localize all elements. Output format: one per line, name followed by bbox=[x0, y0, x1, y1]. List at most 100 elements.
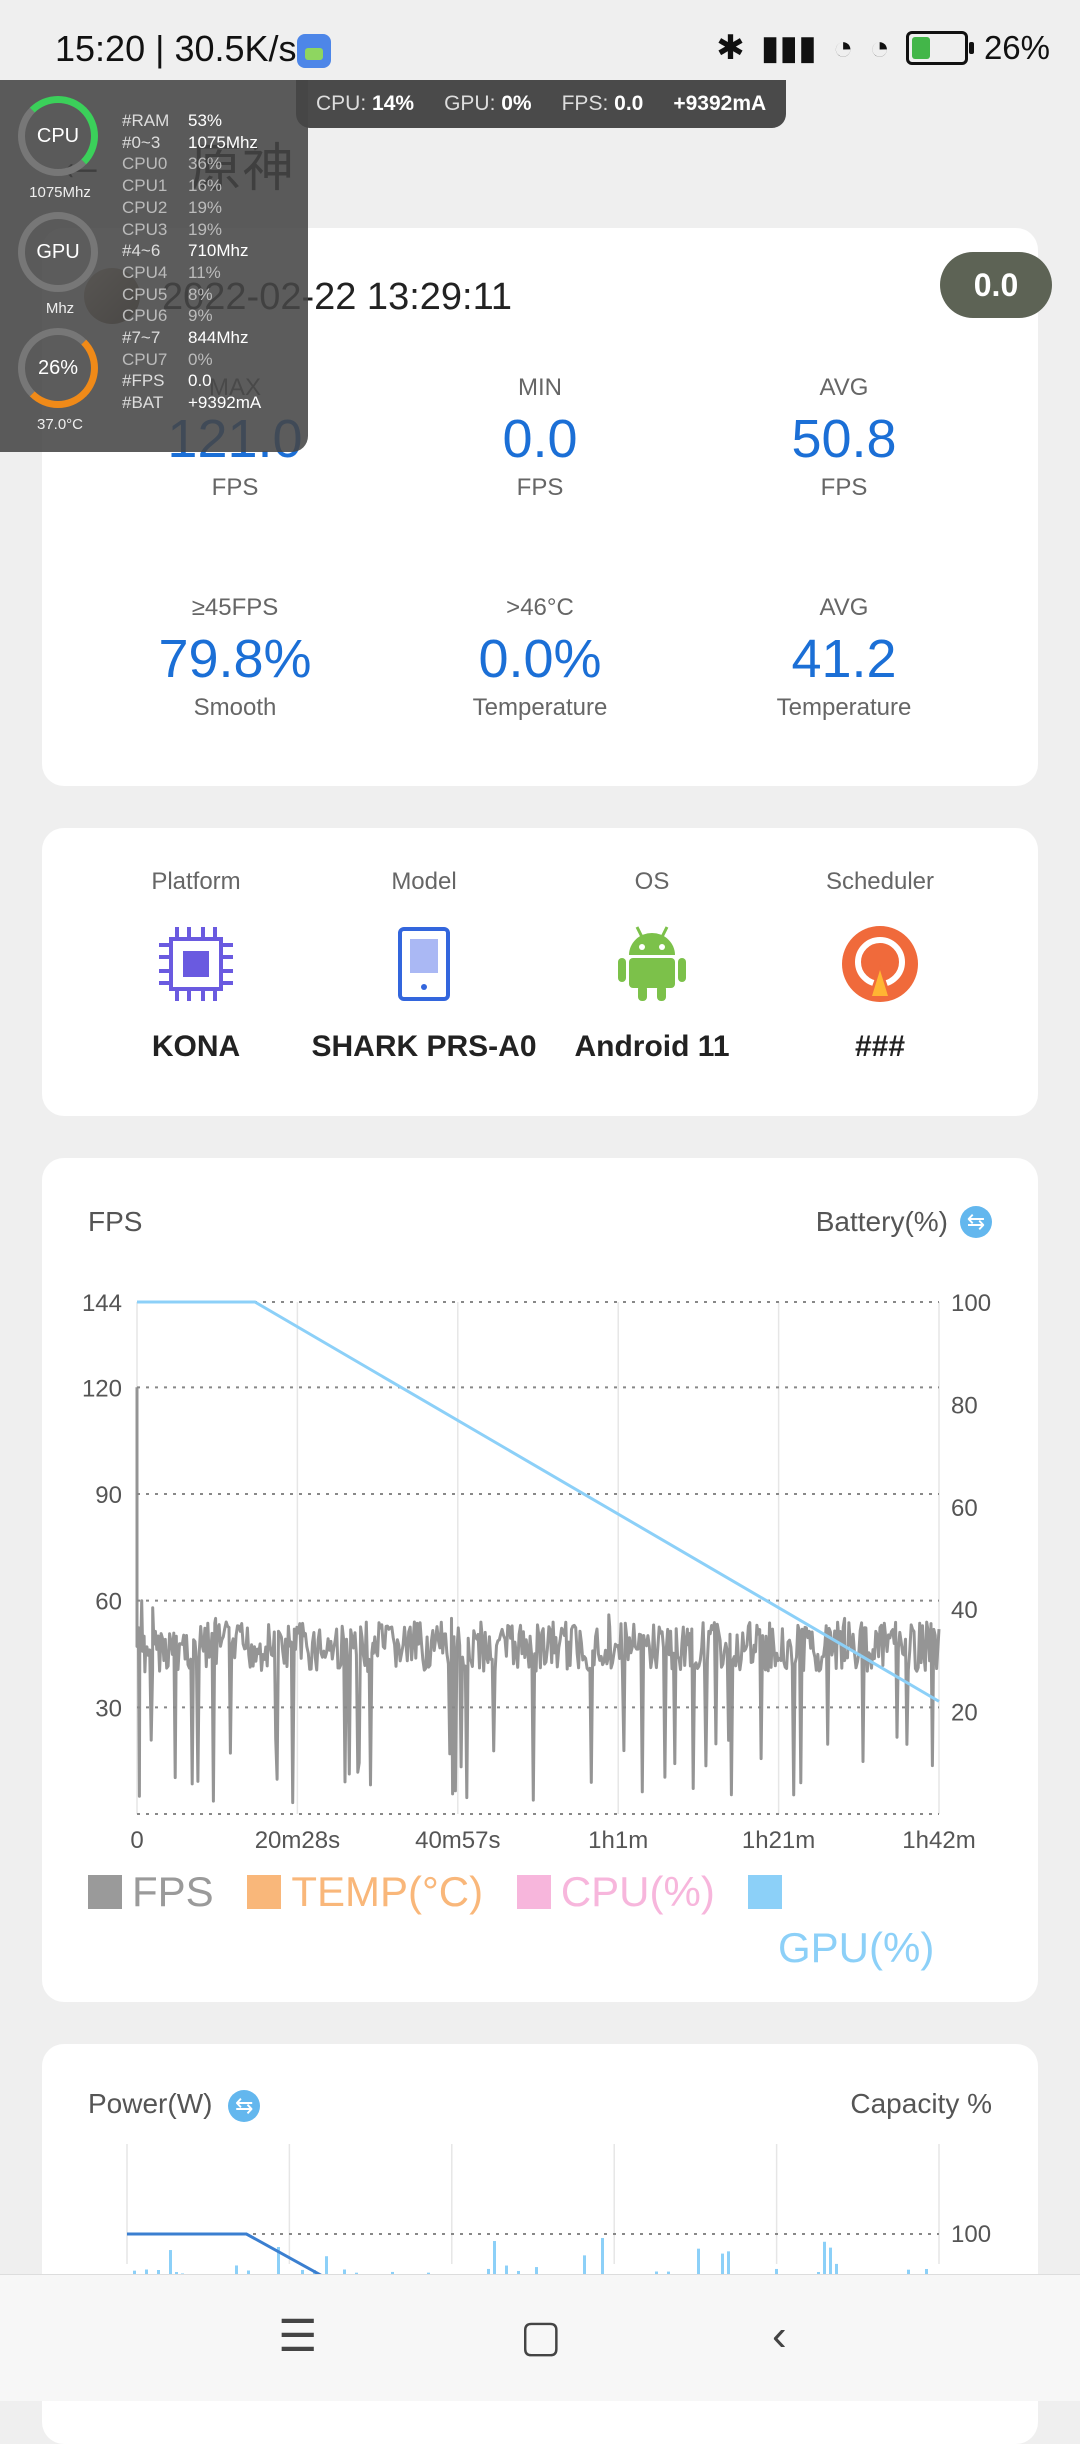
power-swap-icon[interactable]: ⇆ bbox=[228, 2089, 261, 2122]
home-icon[interactable]: ▢ bbox=[520, 2312, 562, 2361]
stat-min-fps: MIN 0.0 FPS bbox=[502, 374, 578, 501]
stat-avg-fps: AVG 50.8 FPS bbox=[791, 374, 897, 501]
gpu-freq: Mhz bbox=[45, 300, 75, 317]
overlay-metric-value: 0.0 bbox=[188, 371, 212, 391]
perf-current: +9392mA bbox=[673, 92, 767, 115]
y-tick-label: 30 bbox=[95, 1695, 122, 1722]
overlay-metric-value: 11% bbox=[188, 262, 221, 282]
battery-gauge: 26% bbox=[18, 328, 98, 408]
overlay-metric-key: CPU0 bbox=[122, 154, 168, 174]
overlay-metric-key: CPU4 bbox=[122, 262, 168, 282]
floating-monitor-overlay[interactable]: CPU 1075Mhz GPU Mhz 26% 37.0°C #RAM 53% #0… bbox=[0, 80, 308, 452]
overlay-metric-value: 844Mhz bbox=[188, 328, 249, 348]
x-tick-label: 40m57s bbox=[415, 1827, 500, 1854]
legend-fps[interactable]: FPS bbox=[88, 1868, 214, 1916]
overlay-metric-row: #4~6 710Mhz bbox=[122, 240, 261, 262]
y-tick-label: 60 bbox=[95, 1589, 122, 1616]
overlay-metric-value: 36% bbox=[188, 154, 223, 174]
overlay-metric-value: 0% bbox=[188, 349, 213, 369]
overlay-metric-row: #0~3 1075Mhz bbox=[122, 132, 261, 154]
power-chart-title: Power(W) bbox=[88, 2088, 213, 2119]
swap-icon[interactable]: ⇆ bbox=[960, 1206, 992, 1238]
overlay-metric-row: #FPS 0.0 bbox=[122, 370, 261, 392]
x-tick-label: 0 bbox=[130, 1827, 143, 1854]
score-badge[interactable]: 0.0 bbox=[940, 252, 1052, 318]
overlay-metric-value: 19% bbox=[188, 197, 223, 217]
overlay-metric-key: CPU2 bbox=[122, 197, 168, 217]
perf-fps: 0.0 bbox=[614, 92, 644, 115]
overlay-metric-value: 16% bbox=[188, 176, 223, 196]
device-platform: Platform KONA bbox=[151, 868, 241, 1063]
overlay-metric-row: CPU0 36% bbox=[122, 153, 261, 175]
fps-chart-right-axis-toggle[interactable]: Battery(%) ⇆ bbox=[816, 1206, 992, 1238]
overlay-metric-key: CPU7 bbox=[122, 349, 168, 369]
overlay-metric-value: +9392mA bbox=[188, 393, 262, 413]
y2-tick-label: 100 bbox=[951, 1290, 991, 1317]
recents-icon[interactable]: ☰ bbox=[278, 2312, 318, 2361]
overlay-metric-value: 53% bbox=[188, 111, 223, 130]
overlay-metric-row: CPU6 9% bbox=[122, 305, 261, 327]
device-card: Platform KONA Model SHARK P bbox=[42, 828, 1038, 1116]
perf-cpu: 14% bbox=[372, 92, 415, 115]
fps-chart-legend: FPS TEMP(°C) CPU(%) GPU(%) bbox=[88, 1868, 1008, 1972]
system-nav-bar: ☰ ▢ ‹ bbox=[0, 2274, 1080, 2401]
cpu-gauge: CPU bbox=[18, 96, 98, 176]
floating-perf-bar[interactable]: CPU: 14% GPU: 0% FPS: 0.0 +9392mA bbox=[296, 80, 786, 128]
battery-icon bbox=[905, 31, 974, 65]
stat-high-temp: >46°C 0.0% Temperature bbox=[472, 594, 608, 721]
wifi-icon: ◔ bbox=[832, 28, 854, 67]
stat-smooth: ≥45FPS 79.8% Smooth bbox=[158, 594, 312, 721]
perf-gpu: 0% bbox=[501, 92, 532, 115]
overlay-metric-key: #0~3 bbox=[122, 132, 161, 152]
device-os: OS Android 11 bbox=[574, 868, 730, 1063]
overlay-metric-row: CPU7 0% bbox=[122, 349, 261, 371]
device-scheduler: Scheduler ### bbox=[825, 868, 935, 1063]
legend-gpu-label: GPU(%) bbox=[778, 1924, 935, 1971]
fps-chart-title: FPS bbox=[88, 1206, 143, 1237]
chip-icon bbox=[156, 924, 236, 1004]
overlay-metric-key: CPU5 bbox=[122, 284, 168, 304]
y-tick-label: 120 bbox=[82, 1375, 122, 1402]
overlay-metric-value: 19% bbox=[188, 219, 223, 239]
y2-tick-label: 40 bbox=[951, 1597, 978, 1624]
stat-avg-temp: AVG 41.2 Temperature bbox=[776, 594, 912, 721]
overlay-metric-row: #7~7 844Mhz bbox=[122, 327, 261, 349]
overlay-metric-value: 1075Mhz bbox=[188, 132, 258, 152]
device-model: Model SHARK PRS-A0 bbox=[311, 868, 537, 1063]
legend-fps-swatch bbox=[88, 1875, 122, 1909]
status-bar: 15:20 | 30.5K/s ✱ ▮▮▮ ◔ ◔ 26% bbox=[0, 0, 1080, 100]
battery-axis-label: Battery(%) bbox=[815, 1206, 948, 1237]
signal-icon: ▮▮▮ bbox=[760, 29, 817, 67]
overlay-metric-key: #FPS bbox=[122, 371, 165, 391]
x-tick-label: 20m28s bbox=[255, 1827, 340, 1854]
net-speed: 30.5K/s bbox=[174, 28, 297, 69]
overlay-metric-row: CPU5 8% bbox=[122, 284, 261, 306]
legend-temp[interactable]: TEMP(°C) bbox=[247, 1868, 483, 1916]
cpu-freq: 1075Mhz bbox=[29, 184, 91, 201]
overlay-metric-row: CPU3 19% bbox=[122, 219, 261, 241]
x-tick-label: 1h21m bbox=[742, 1827, 815, 1854]
overlay-metric-value: 710Mhz bbox=[188, 241, 249, 261]
overlay-metric-row: CPU4 11% bbox=[122, 262, 261, 284]
legend-cpu[interactable]: CPU(%) bbox=[516, 1868, 715, 1916]
legend-gpu-swatch bbox=[748, 1875, 783, 1909]
y-tick-label: 144 bbox=[82, 1290, 122, 1317]
overlay-metric-row: #RAM 53% bbox=[122, 110, 261, 132]
x-tick-label: 1h1m bbox=[588, 1827, 648, 1854]
android-icon bbox=[612, 924, 692, 1004]
overlay-metric-key: CPU3 bbox=[122, 219, 168, 239]
overlay-metric-value: 9% bbox=[188, 306, 213, 326]
overlay-metric-key: CPU1 bbox=[122, 176, 168, 196]
x-tick-label: 1h42m bbox=[902, 1827, 975, 1854]
gpu-gauge: GPU bbox=[18, 212, 98, 292]
overlay-metric-key: CPU6 bbox=[122, 306, 168, 326]
legend-cpu-swatch bbox=[516, 1875, 551, 1909]
legend-gpu[interactable] bbox=[748, 1875, 783, 1909]
y2-tick-label: 20 bbox=[951, 1700, 978, 1727]
fps-chart-card: FPS Battery(%) ⇆ 0 20m28s 40m57s 1h1m 1h21m 1… bbox=[42, 1158, 1038, 2002]
back-nav-icon[interactable]: ‹ bbox=[772, 2311, 787, 2360]
overlay-app-icon bbox=[297, 34, 331, 68]
fps-series-line bbox=[135, 1387, 941, 1805]
battery-percent: 26% bbox=[983, 29, 1050, 66]
y-tick-label: 90 bbox=[95, 1482, 122, 1509]
